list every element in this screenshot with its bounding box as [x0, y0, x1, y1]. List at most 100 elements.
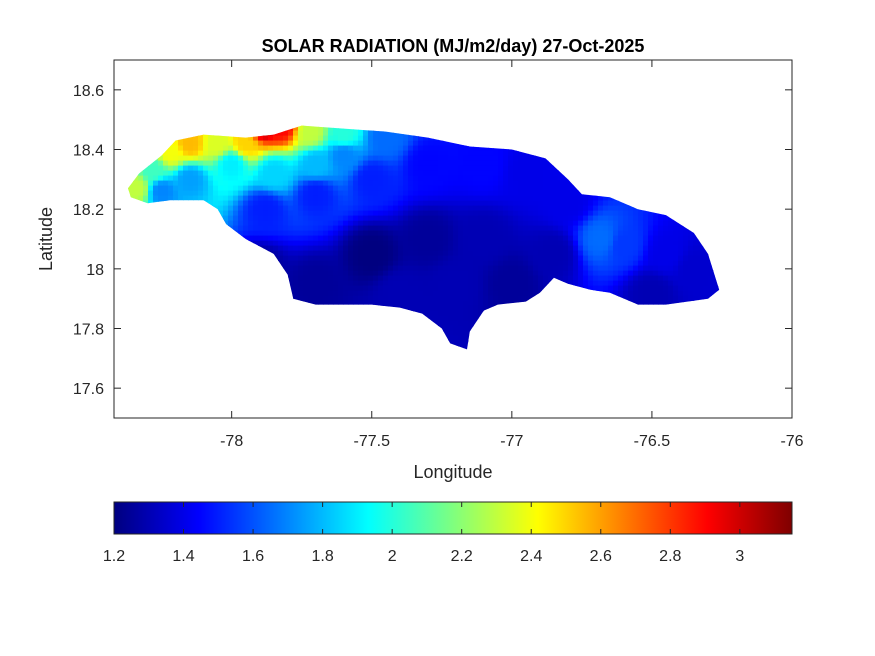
radiation-cell: [688, 295, 694, 302]
radiation-cell: [488, 250, 494, 257]
radiation-cell: [578, 225, 584, 232]
radiation-cell: [453, 320, 459, 327]
radiation-cell: [573, 215, 579, 222]
radiation-cell: [473, 290, 479, 297]
radiation-cell: [668, 240, 674, 247]
radiation-cell: [218, 205, 224, 212]
radiation-cell: [473, 205, 479, 212]
radiation-cell: [368, 290, 374, 297]
radiation-cell: [508, 290, 514, 297]
radiation-cell: [258, 145, 264, 152]
radiation-cell: [318, 230, 324, 237]
radiation-cell: [533, 215, 539, 222]
radiation-cell: [173, 165, 179, 172]
radiation-cell: [493, 255, 499, 262]
radiation-cell: [543, 220, 549, 227]
radiation-cell: [453, 180, 459, 187]
radiation-cell: [353, 170, 359, 177]
radiation-cell: [483, 185, 489, 192]
radiation-cell: [438, 320, 444, 327]
radiation-cell: [283, 205, 289, 212]
radiation-cell: [183, 175, 189, 182]
radiation-cell: [518, 240, 524, 247]
radiation-cell: [593, 250, 599, 257]
radiation-cell: [503, 150, 509, 157]
radiation-cell: [228, 180, 234, 187]
radiation-cell: [138, 175, 144, 182]
radiation-cell: [398, 180, 404, 187]
radiation-cell: [333, 285, 339, 292]
radiation-cell: [263, 190, 269, 197]
radiation-cell: [573, 205, 579, 212]
radiation-cell: [213, 155, 219, 162]
radiation-cell: [378, 280, 384, 287]
radiation-cell: [448, 190, 454, 197]
radiation-cell: [478, 275, 484, 282]
radiation-cell: [568, 260, 574, 267]
radiation-cell: [608, 250, 614, 257]
radiation-cell: [643, 230, 649, 237]
radiation-cell: [383, 265, 389, 272]
radiation-cell: [513, 195, 519, 202]
radiation-cell: [313, 170, 319, 177]
radiation-cell: [448, 160, 454, 167]
radiation-cell: [463, 315, 469, 322]
radiation-cell: [403, 290, 409, 297]
radiation-cell: [698, 285, 704, 292]
radiation-cell: [708, 285, 714, 292]
radiation-cell: [323, 235, 329, 242]
radiation-cell: [263, 205, 269, 212]
radiation-cell: [388, 180, 394, 187]
radiation-cell: [408, 160, 414, 167]
radiation-cell: [313, 200, 319, 207]
radiation-cell: [653, 240, 659, 247]
radiation-cell: [468, 240, 474, 247]
radiation-cell: [623, 215, 629, 222]
radiation-cell: [503, 205, 509, 212]
radiation-cell: [253, 180, 259, 187]
radiation-cell: [228, 155, 234, 162]
radiation-cell: [293, 180, 299, 187]
radiation-cell: [388, 220, 394, 227]
radiation-cell: [398, 170, 404, 177]
radiation-cell: [313, 300, 319, 307]
radiation-cell: [163, 190, 169, 197]
radiation-cell: [533, 220, 539, 227]
radiation-cell: [493, 240, 499, 247]
radiation-cell: [333, 290, 339, 297]
radiation-cell: [413, 285, 419, 292]
radiation-cell: [403, 285, 409, 292]
radiation-cell: [513, 235, 519, 242]
radiation-cell: [428, 210, 434, 217]
radiation-cell: [433, 275, 439, 282]
radiation-cell: [428, 300, 434, 307]
radiation-cell: [383, 180, 389, 187]
radiation-cell: [348, 250, 354, 257]
radiation-cell: [263, 145, 269, 152]
radiation-cell: [353, 230, 359, 237]
radiation-cell: [508, 250, 514, 257]
radiation-cell: [683, 280, 689, 287]
radiation-cell: [488, 170, 494, 177]
radiation-cell: [318, 130, 324, 137]
radiation-cell: [378, 285, 384, 292]
radiation-cell: [353, 250, 359, 257]
radiation-cell: [248, 145, 254, 152]
radiation-cell: [518, 200, 524, 207]
radiation-cell: [193, 170, 199, 177]
radiation-cell: [503, 280, 509, 287]
radiation-cell: [698, 240, 704, 247]
radiation-cell: [488, 255, 494, 262]
radiation-cell: [398, 140, 404, 147]
radiation-cell: [308, 225, 314, 232]
radiation-cell: [323, 195, 329, 202]
radiation-cell: [693, 250, 699, 257]
radiation-cell: [223, 150, 229, 157]
radiation-cell: [423, 220, 429, 227]
radiation-cell: [708, 280, 714, 287]
radiation-cell: [618, 225, 624, 232]
radiation-cell: [563, 260, 569, 267]
radiation-cell: [383, 195, 389, 202]
radiation-cell: [448, 230, 454, 237]
radiation-cell: [413, 190, 419, 197]
